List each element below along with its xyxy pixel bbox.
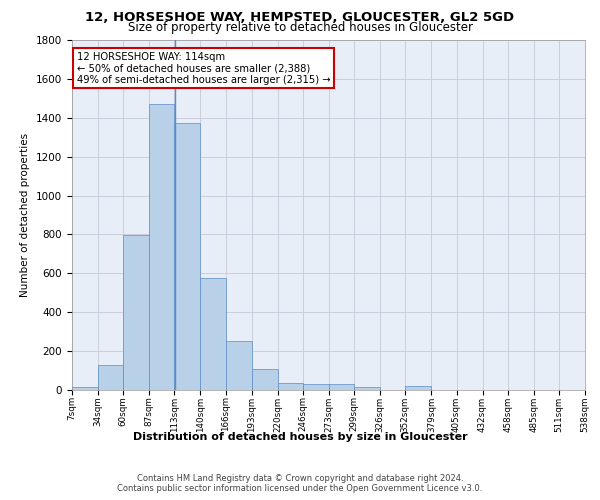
Text: Contains public sector information licensed under the Open Government Licence v3: Contains public sector information licen…	[118, 484, 482, 493]
Text: Size of property relative to detached houses in Gloucester: Size of property relative to detached ho…	[128, 21, 473, 34]
Text: Contains HM Land Registry data © Crown copyright and database right 2024.: Contains HM Land Registry data © Crown c…	[137, 474, 463, 483]
Bar	[278, 383, 303, 390]
Text: Distribution of detached houses by size in Gloucester: Distribution of detached houses by size …	[133, 432, 467, 442]
Y-axis label: Number of detached properties: Number of detached properties	[20, 133, 31, 297]
Bar	[200, 278, 226, 390]
Bar	[354, 387, 380, 390]
Bar	[175, 122, 200, 390]
Bar	[149, 104, 175, 390]
Bar	[329, 384, 354, 390]
Bar	[303, 384, 329, 390]
Bar	[98, 364, 123, 390]
Text: 12, HORSESHOE WAY, HEMPSTED, GLOUCESTER, GL2 5GD: 12, HORSESHOE WAY, HEMPSTED, GLOUCESTER,…	[85, 11, 515, 24]
Bar	[72, 387, 98, 390]
Bar	[251, 368, 278, 390]
Text: 12 HORSESHOE WAY: 114sqm
← 50% of detached houses are smaller (2,388)
49% of sem: 12 HORSESHOE WAY: 114sqm ← 50% of detach…	[77, 52, 331, 85]
Bar	[406, 386, 431, 390]
Bar	[226, 342, 251, 390]
Bar	[123, 236, 149, 390]
